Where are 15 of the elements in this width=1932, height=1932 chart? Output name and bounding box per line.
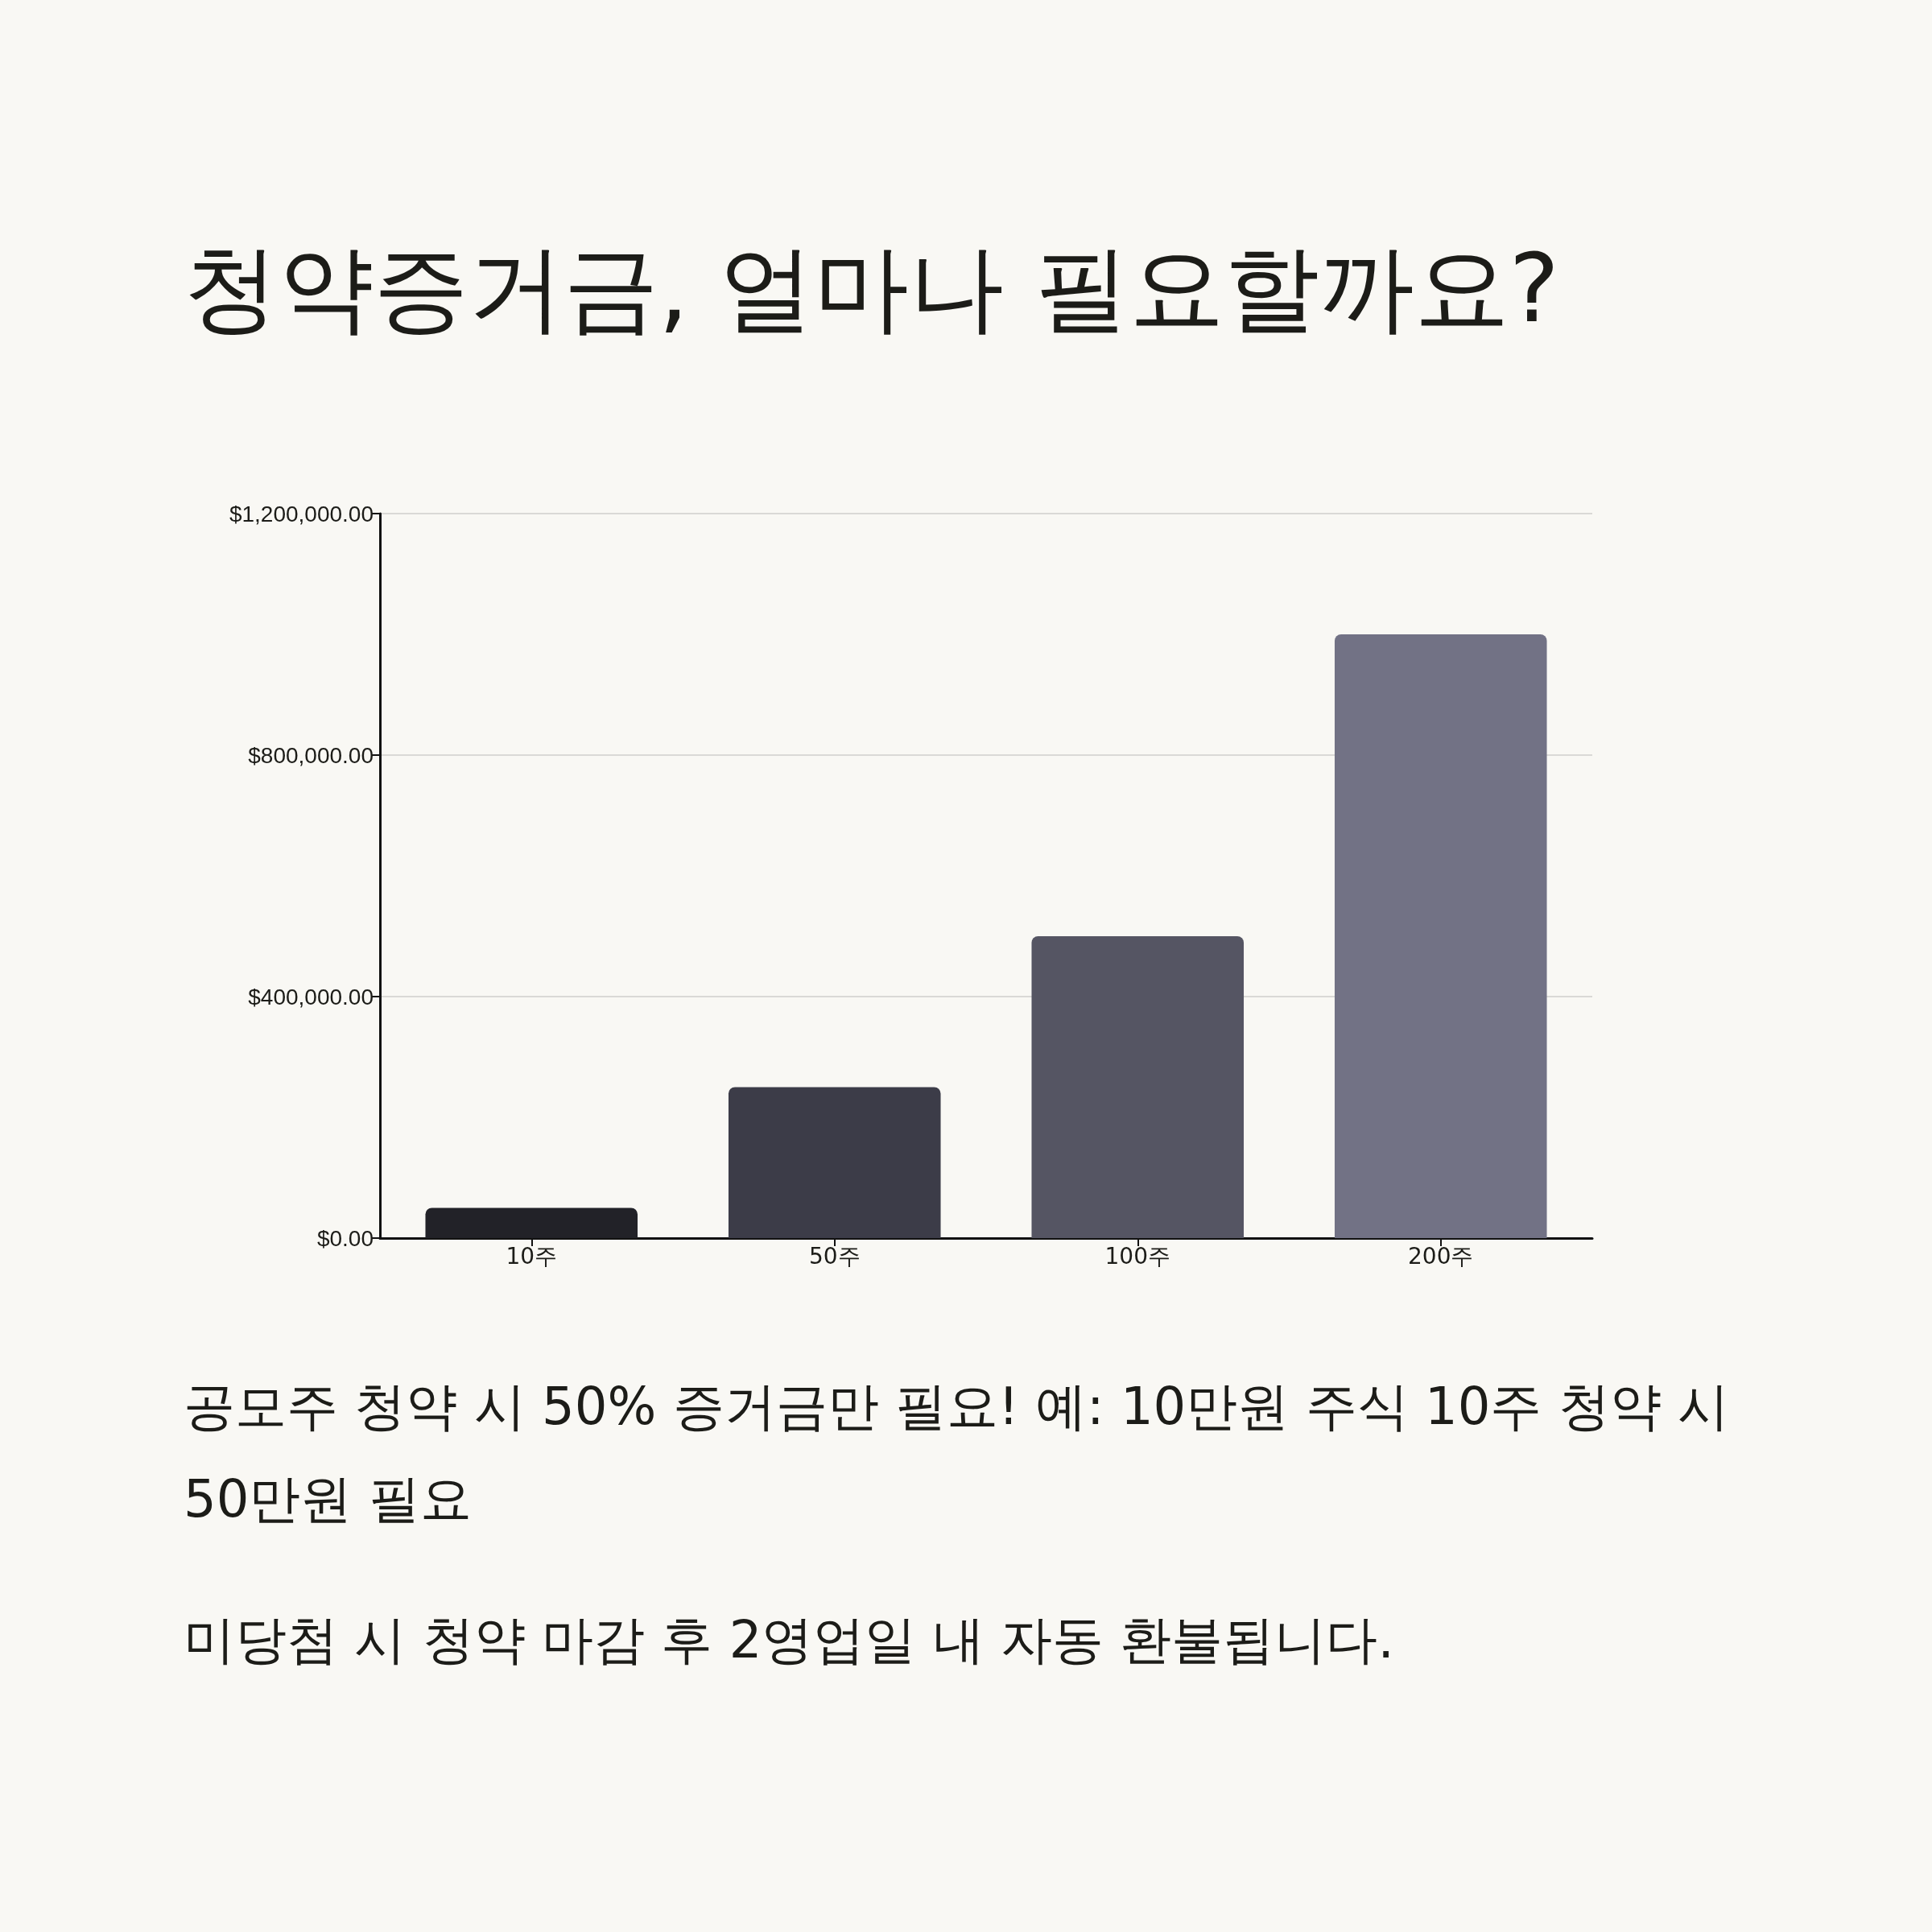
bar — [1031, 936, 1245, 1238]
text: 미당첨 시 청약 마감 후 2영업일 내 자동 환불됩니다. — [184, 1609, 1395, 1672]
x-tick-label: 100주 — [1104, 1242, 1170, 1269]
x-tick-label: 200주 — [1408, 1242, 1474, 1269]
y-tick-label: $1,200,000.00 — [229, 501, 374, 526]
bar — [1334, 634, 1547, 1238]
text: 공모주 청약 시 50% 증거금만 필요! 예: 10만원 주식 10주 청약 시 50만원 필요 — [184, 1376, 1731, 1531]
x-tick-label: 50주 — [808, 1242, 861, 1269]
bar — [425, 1208, 638, 1238]
chart-title: 청약증거금, 얼마나 필요할까요? — [184, 232, 1560, 345]
y-tick-label: $0.00 — [316, 1225, 374, 1251]
bar — [728, 1087, 941, 1238]
y-tick-label: $800,000.00 — [248, 742, 374, 768]
x-tick-label: 10주 — [506, 1242, 558, 1269]
y-tick-label: $400,000.00 — [248, 984, 374, 1009]
